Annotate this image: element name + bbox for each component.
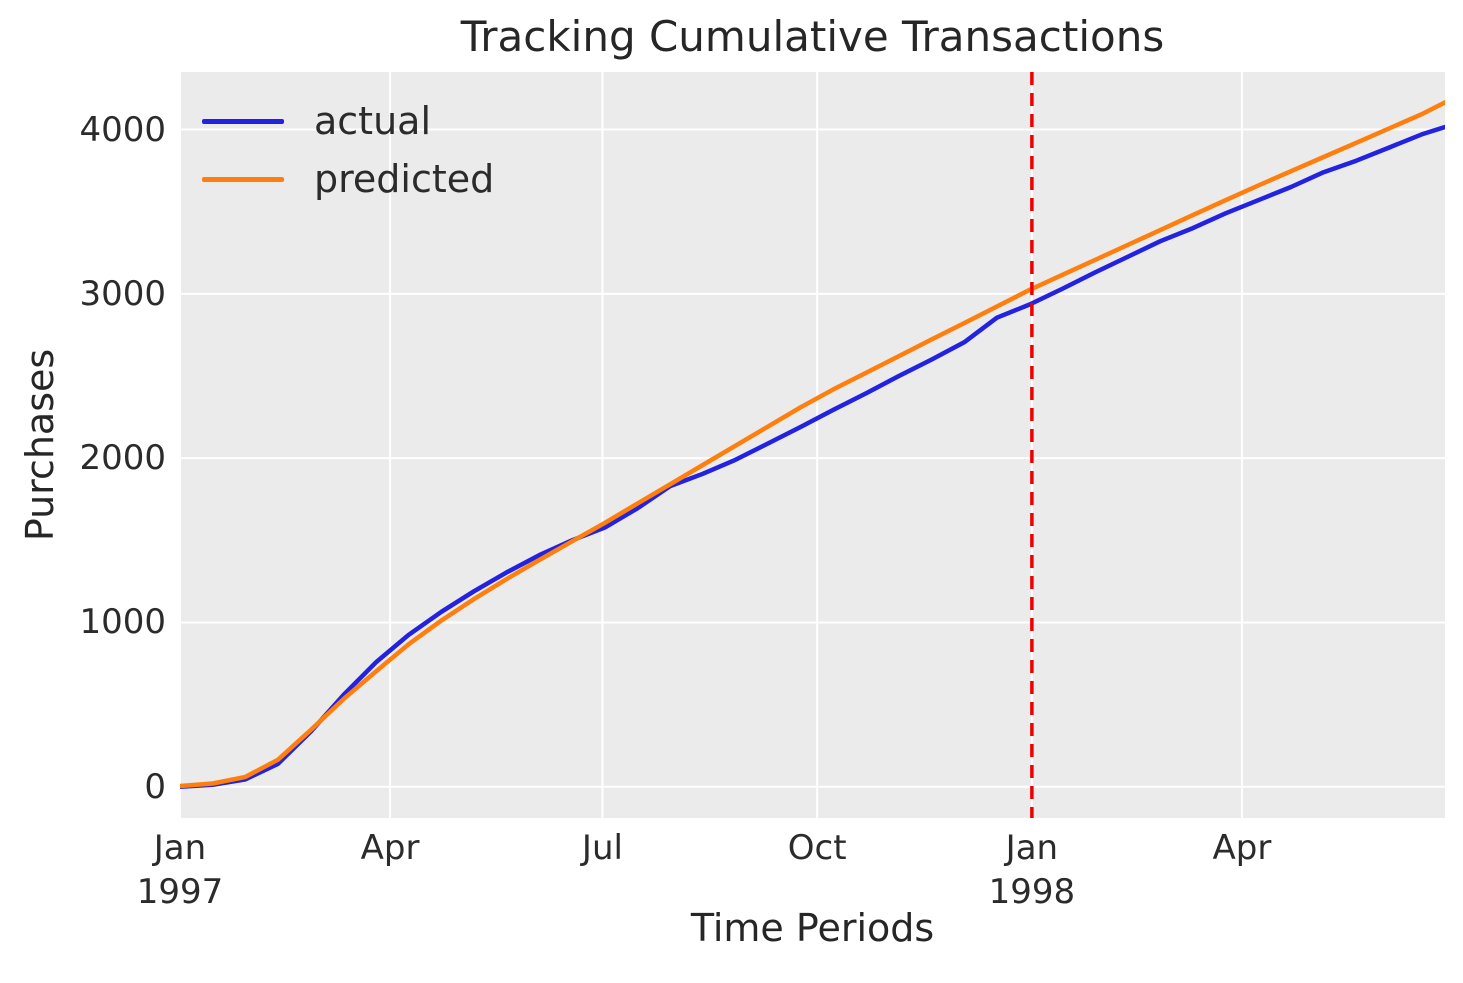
y-tick-label: 4000 bbox=[79, 109, 166, 150]
series-line-actual bbox=[180, 124, 1445, 790]
x-tick-year: 1997 bbox=[136, 872, 224, 912]
x-tick-year: 1998 bbox=[988, 872, 1076, 912]
x-tick-month: Oct bbox=[787, 828, 847, 868]
y-tick-label: 0 bbox=[144, 766, 166, 807]
x-tick-label: Jul bbox=[582, 826, 623, 870]
x-tick-month: Jan bbox=[1005, 828, 1059, 868]
y-tick-label: 2000 bbox=[79, 438, 166, 479]
y-tick-label: 3000 bbox=[79, 273, 166, 314]
y-axis-title: Purchases bbox=[18, 348, 62, 542]
x-tick-month: Apr bbox=[360, 828, 420, 868]
legend-label-predicted: predicted bbox=[314, 157, 495, 201]
legend-line-swatch-predicted bbox=[202, 176, 284, 182]
x-tick-label: Jan 1997 bbox=[137, 826, 224, 914]
legend-entry-actual: actual bbox=[202, 92, 494, 150]
x-axis-title: Time Periods bbox=[690, 906, 935, 950]
x-tick-label: Apr bbox=[1213, 826, 1272, 870]
chart-canvas bbox=[180, 72, 1445, 818]
x-tick-month: Jan bbox=[153, 828, 207, 868]
x-tick-label: Oct bbox=[788, 826, 847, 870]
x-tick-month: Apr bbox=[1212, 828, 1272, 868]
legend: actual predicted bbox=[202, 92, 494, 208]
series-line-predicted bbox=[180, 100, 1445, 789]
chart-title: Tracking Cumulative Transactions bbox=[460, 12, 1165, 61]
legend-label-actual: actual bbox=[314, 99, 432, 143]
legend-line-swatch-actual bbox=[202, 118, 284, 124]
legend-entry-predicted: predicted bbox=[202, 150, 494, 208]
x-tick-month: Jul bbox=[581, 828, 623, 868]
x-tick-label: Apr bbox=[361, 826, 420, 870]
plot-area: actual predicted bbox=[180, 72, 1445, 818]
y-tick-label: 1000 bbox=[79, 602, 166, 643]
x-tick-label: Jan 1998 bbox=[989, 826, 1076, 914]
